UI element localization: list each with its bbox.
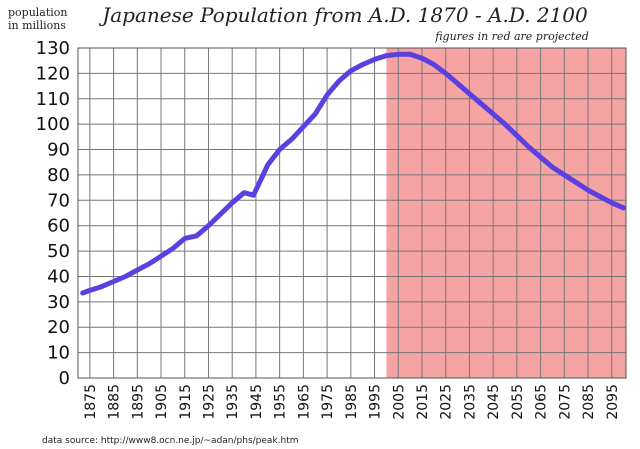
- y-tick-label: 10: [47, 343, 70, 364]
- x-tick-label: 2065: [534, 384, 550, 420]
- x-tick-label: 1875: [83, 384, 99, 420]
- x-tick-label: 2015: [415, 384, 431, 420]
- x-tick-label: 2005: [391, 384, 407, 420]
- y-tick-label: 30: [47, 292, 70, 313]
- plot-frame: [77, 47, 627, 379]
- data-source-note: data source: http://www8.ocn.ne.jp/~adan…: [42, 436, 299, 446]
- plot-area: 0 10 20 30 40 50 60 70 80 90 100 110 120 130 1875 1885 1…: [36, 38, 627, 420]
- x-tick-label: 1955: [273, 384, 289, 420]
- y-tick-label: 0: [59, 368, 70, 389]
- y-tick-label: 70: [47, 190, 70, 211]
- y-axis-label-line1: population: [8, 6, 68, 19]
- x-tick-label: 1935: [225, 384, 241, 420]
- x-tick-label: 2025: [439, 384, 455, 420]
- x-tick-label: 2055: [510, 384, 526, 420]
- y-tick-label: 80: [47, 165, 70, 186]
- y-tick-label: 50: [47, 241, 70, 262]
- y-tick-label: 110: [36, 89, 70, 110]
- population-line: [80, 51, 627, 296]
- x-tick-label: 1975: [320, 384, 336, 420]
- y-tick-label: 130: [36, 38, 70, 59]
- y-tick-label: 120: [36, 63, 70, 84]
- chart-title: Japanese Population from A.D. 1870 - A.D…: [98, 3, 588, 27]
- y-tick-label: 40: [47, 266, 70, 287]
- x-tick-label: 1885: [107, 384, 123, 420]
- x-tick-label: 1945: [249, 384, 265, 420]
- x-tick-label: 1965: [296, 384, 312, 420]
- x-tick-label: 1985: [344, 384, 360, 420]
- y-tick-label: 60: [47, 216, 70, 237]
- x-tick-label: 2045: [486, 384, 502, 420]
- y-axis-label-line2: in millions: [8, 19, 66, 32]
- x-tick-label: 2075: [557, 384, 573, 420]
- x-tick-label: 1895: [130, 384, 146, 420]
- y-tick-label: 20: [47, 317, 70, 338]
- projection-note: figures in red are projected: [434, 30, 589, 43]
- x-tick-label: 2095: [605, 384, 621, 420]
- x-tick-label: 1925: [201, 384, 217, 420]
- x-tick-label: 1905: [154, 384, 170, 420]
- y-tick-label: 90: [47, 140, 70, 161]
- y-tick-label: 100: [36, 114, 70, 135]
- projection-region: [386, 48, 626, 378]
- x-tick-label: 2085: [581, 384, 597, 420]
- x-tick-label: 1915: [178, 384, 194, 420]
- x-tick-label: 1995: [368, 384, 384, 420]
- x-tick-label: 2035: [462, 384, 478, 420]
